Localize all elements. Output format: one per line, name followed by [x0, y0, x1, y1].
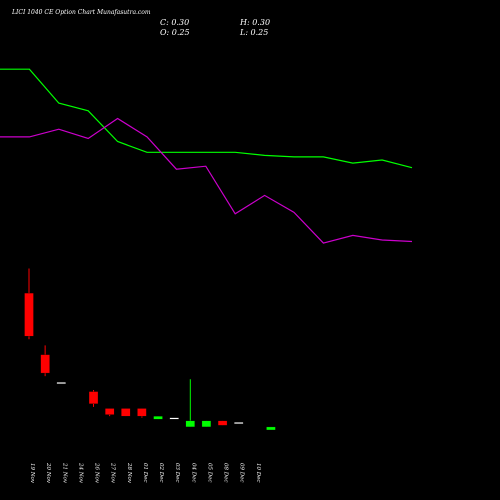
candle-body — [121, 408, 131, 417]
candle-27-nov — [121, 408, 131, 417]
line-series-1 — [0, 68, 413, 169]
candle-03-dec — [185, 379, 195, 428]
candle-body — [137, 408, 147, 417]
candle-05-dec — [217, 420, 228, 426]
open-label: O: 0.25 — [160, 28, 190, 37]
x-tick-label: 27 Nov — [110, 462, 116, 484]
candle-body — [56, 382, 66, 384]
x-tick-label: 26 Nov — [94, 462, 100, 484]
candle-body — [234, 422, 244, 424]
x-tick-label: 09 Dec — [239, 463, 245, 483]
x-tick-label: 21 Nov — [61, 462, 67, 484]
x-tick-label: 24 Nov — [77, 462, 83, 484]
candle-24-nov — [88, 390, 99, 407]
low-label: L: 0.25 — [239, 28, 268, 37]
candle-19-nov — [24, 268, 34, 340]
x-tick-label: 19 Nov — [29, 463, 35, 484]
x-tick-label: 08 Dec — [223, 463, 229, 483]
x-tick-label: 04 Dec — [190, 463, 196, 483]
x-tick-label: 28 Nov — [126, 462, 132, 484]
candlestick-layer — [24, 268, 276, 431]
x-tick-label: 05 Dec — [206, 463, 212, 483]
candle-26-nov — [105, 408, 115, 417]
chart-title: LICI 1040 CE Option Chart Munafasutra.co… — [11, 9, 151, 16]
x-tick-label: 20 Nov — [45, 462, 51, 484]
x-tick-label: 10 Dec — [255, 463, 261, 483]
x-tick-label: 02 Dec — [158, 463, 164, 483]
x-tick-label: 01 Dec — [142, 463, 148, 483]
candle-04-dec — [201, 420, 212, 428]
candle-28-nov — [137, 408, 147, 418]
candle-body — [24, 292, 34, 337]
close-label: C: 0.30 — [160, 18, 189, 27]
high-label: H: 0.30 — [239, 18, 270, 27]
candle-body — [40, 354, 50, 374]
x-axis-tick-labels: 19 Nov 20 Nov 21 Nov 24 Nov 26 Nov 27 Nov 28 N… — [29, 462, 261, 484]
candle-body — [88, 391, 99, 404]
candle-02-dec — [169, 417, 179, 420]
candle-body — [266, 426, 276, 431]
candle-01-dec — [153, 416, 163, 420]
line-series-layer — [0, 68, 413, 244]
candle-body — [217, 420, 228, 426]
line-series-2 — [0, 117, 413, 244]
candle-10-dec — [266, 426, 276, 431]
candle-21-nov — [56, 382, 66, 384]
candle-body — [169, 417, 179, 420]
candle-body — [153, 416, 163, 420]
candle-08-dec — [234, 422, 244, 424]
candle-body — [201, 420, 212, 428]
x-tick-label: 03 Dec — [174, 463, 180, 483]
candle-20-nov — [40, 345, 50, 377]
candle-body — [105, 408, 115, 415]
candle-body — [185, 420, 195, 428]
